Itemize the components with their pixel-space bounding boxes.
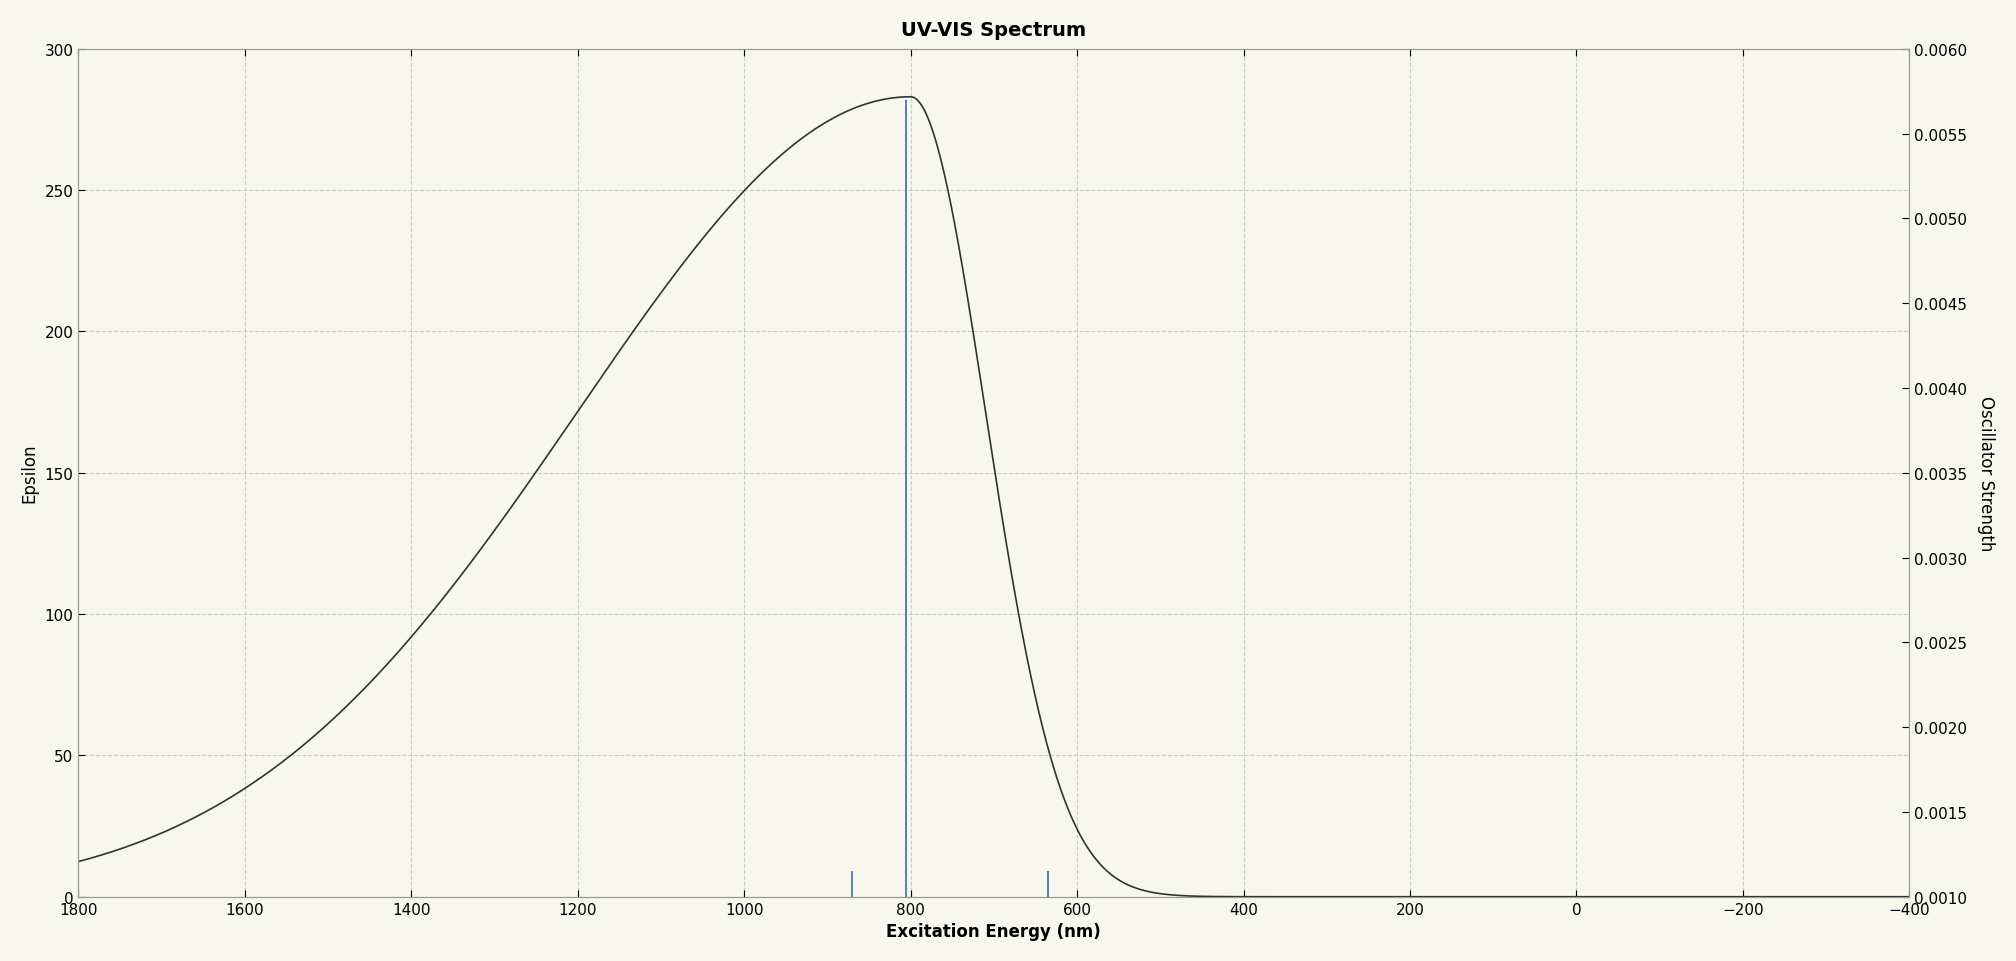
Title: UV-VIS Spectrum: UV-VIS Spectrum [901, 21, 1087, 39]
X-axis label: Excitation Energy (nm): Excitation Energy (nm) [887, 923, 1101, 940]
Y-axis label: Epsilon: Epsilon [20, 444, 38, 503]
Y-axis label: Oscillator Strength: Oscillator Strength [1978, 396, 1996, 551]
